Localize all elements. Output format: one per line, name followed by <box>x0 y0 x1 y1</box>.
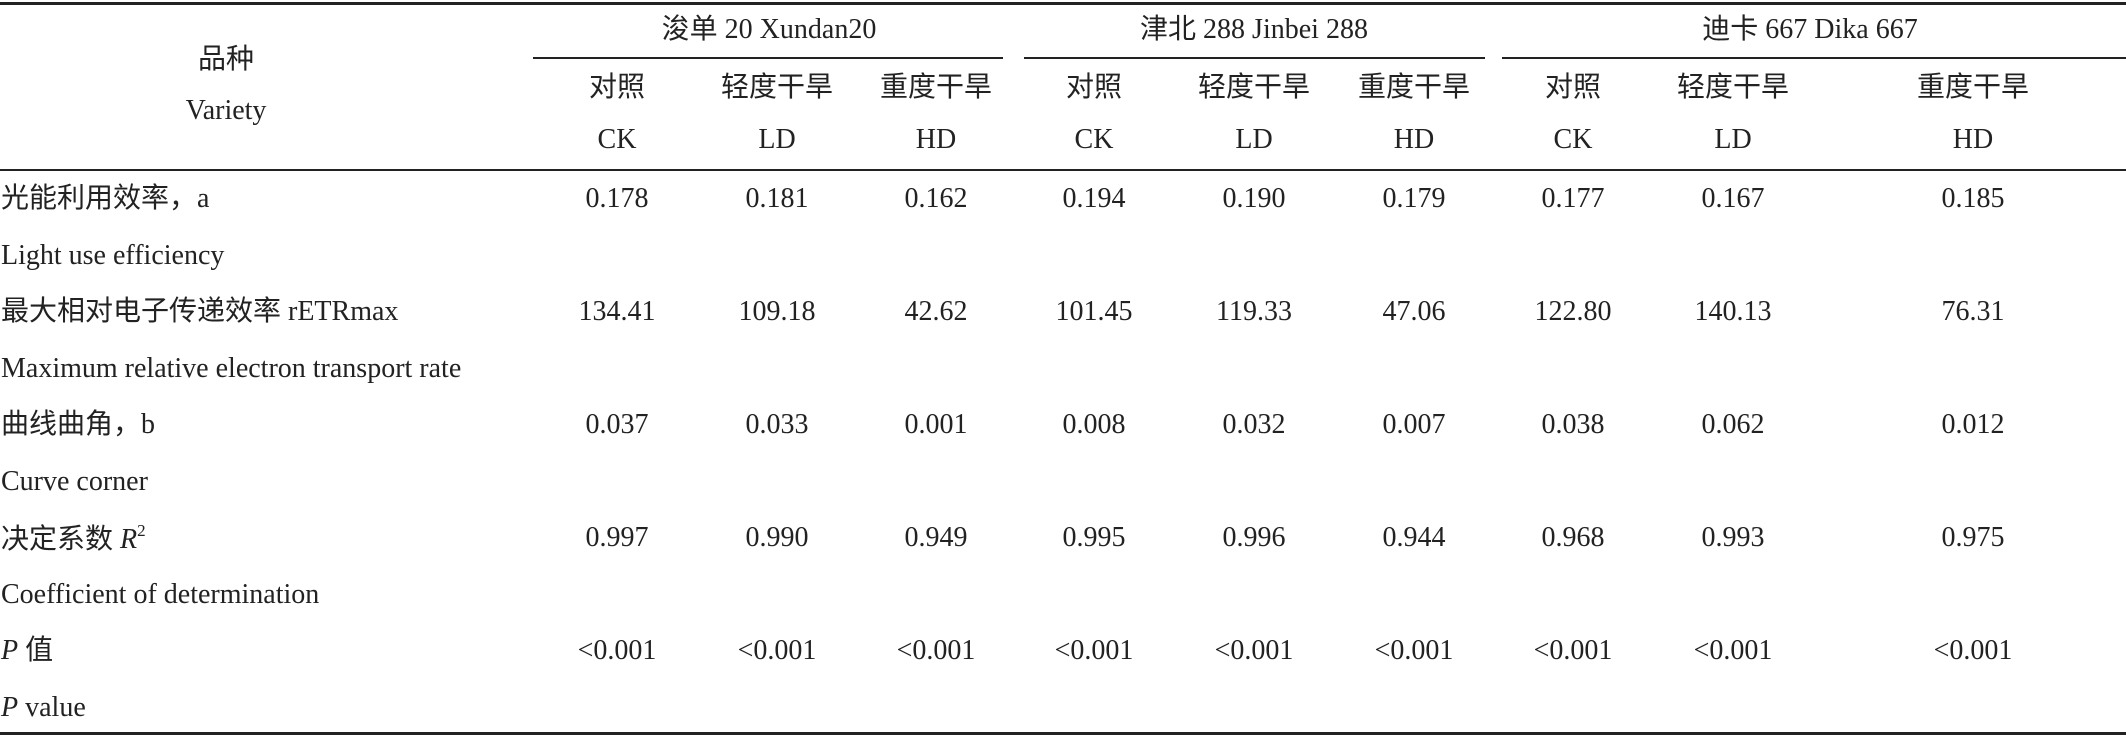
variety-header-zh: 品种 <box>197 44 255 75</box>
cell-value: 0.179 <box>1382 183 1446 214</box>
cell-value: <0.001 <box>577 635 657 666</box>
group-header: 迪卡 667 Dika 667 <box>1702 14 1918 45</box>
subheader-zh: 重度干旱 <box>1357 72 1471 103</box>
subheader-zh: 重度干旱 <box>879 72 993 103</box>
subheader-en: HD <box>915 124 957 155</box>
cell-value: 0.968 <box>1541 522 1605 553</box>
cell-value: 0.949 <box>904 522 968 553</box>
cell-value: 0.995 <box>1062 522 1126 553</box>
subheader-en: CK <box>597 124 637 155</box>
cell-value: <0.001 <box>1214 635 1294 666</box>
label-part: P <box>1 635 19 666</box>
cell-value: 0.008 <box>1062 409 1126 440</box>
row-label-en: Coefficient of determination <box>1 581 319 609</box>
cell-value: 0.178 <box>585 183 649 214</box>
subheader-zh: 对照 <box>1065 72 1123 103</box>
cell-value: 0.185 <box>1941 183 2005 214</box>
subheader-en: CK <box>1074 124 1114 155</box>
label-part: R <box>120 524 138 555</box>
cell-value: 0.033 <box>745 409 809 440</box>
cell-value: <0.001 <box>896 635 976 666</box>
cell-value: 140.13 <box>1694 296 1772 327</box>
cell-value: 0.990 <box>745 522 809 553</box>
subheader-en: LD <box>1714 124 1752 155</box>
cell-value: <0.001 <box>1933 635 2013 666</box>
cell-value: 122.80 <box>1534 296 1612 327</box>
label-part: value <box>18 692 86 723</box>
cell-value: 47.06 <box>1382 296 1446 327</box>
cell-value: 109.18 <box>738 296 816 327</box>
row-label-zh: 光能利用效率，a <box>1 185 209 213</box>
cell-value: 134.41 <box>578 296 656 327</box>
cell-value: <0.001 <box>1533 635 1613 666</box>
cell-value: 101.45 <box>1055 296 1133 327</box>
subheader-en: LD <box>758 124 796 155</box>
subheader-zh: 轻度干旱 <box>1676 72 1790 103</box>
row-label-zh: 最大相对电子传递效率 rETRmax <box>1 298 398 326</box>
cell-value: 0.037 <box>585 409 649 440</box>
cell-value: 0.177 <box>1541 183 1605 214</box>
label-part: 值 <box>18 635 54 666</box>
subheader-zh: 对照 <box>1544 72 1602 103</box>
label-part: 最大相对电子传递效率 rETRmax <box>1 296 399 327</box>
cell-value: <0.001 <box>1693 635 1773 666</box>
group-rule <box>1024 57 1485 59</box>
cell-value: 0.162 <box>904 183 968 214</box>
cell-value: 0.167 <box>1701 183 1765 214</box>
subheader-zh: 重度干旱 <box>1916 72 2030 103</box>
row-label-zh: 决定系数 R2 <box>1 522 146 554</box>
row-label-zh: 曲线曲角，b <box>1 411 155 439</box>
label-part: 曲线曲角，b <box>1 409 156 440</box>
row-label-en: Curve corner <box>1 468 148 496</box>
cell-value: 0.007 <box>1382 409 1446 440</box>
cell-value: 0.975 <box>1941 522 2005 553</box>
cell-value: 0.944 <box>1382 522 1446 553</box>
cell-value: 119.33 <box>1216 296 1292 327</box>
variety-header-en: Variety <box>185 95 267 126</box>
subheader-zh: 对照 <box>588 72 646 103</box>
cell-value: 0.997 <box>585 522 649 553</box>
label-part: P <box>1 692 19 723</box>
cell-value: <0.001 <box>1374 635 1454 666</box>
cell-value: 0.181 <box>745 183 809 214</box>
group-rule <box>533 57 1003 59</box>
label-part: 光能利用效率，a <box>1 183 210 214</box>
cell-value: 0.194 <box>1062 183 1126 214</box>
cell-value: <0.001 <box>737 635 817 666</box>
top-rule <box>0 2 2126 5</box>
row-label-en: Maximum relative electron transport rate <box>1 355 461 383</box>
cell-value: 0.062 <box>1701 409 1765 440</box>
label-part: Light use efficiency <box>1 240 225 271</box>
cell-value: 0.032 <box>1222 409 1286 440</box>
header-rule <box>0 169 2126 171</box>
cell-value: 0.190 <box>1222 183 1286 214</box>
subheader-zh: 轻度干旱 <box>1197 72 1311 103</box>
row-label-en: Light use efficiency <box>1 242 224 270</box>
row-label-zh: P 值 <box>1 637 53 665</box>
cell-value: 0.012 <box>1941 409 2005 440</box>
label-part: Curve corner <box>1 466 148 497</box>
subheader-en: HD <box>1952 124 1994 155</box>
group-rule <box>1502 57 2126 59</box>
subheader-en: CK <box>1553 124 1593 155</box>
label-part: 2 <box>137 521 146 540</box>
group-header: 浚单 20 Xundan20 <box>661 14 877 45</box>
cell-value: 42.62 <box>904 296 968 327</box>
label-part: Coefficient of determination <box>1 579 320 610</box>
bottom-rule <box>0 732 2126 735</box>
cell-value: 0.993 <box>1701 522 1765 553</box>
subheader-en: LD <box>1235 124 1273 155</box>
group-header: 津北 288 Jinbei 288 <box>1140 14 1368 45</box>
label-part: 决定系数 <box>1 524 121 555</box>
cell-value: 0.001 <box>904 409 968 440</box>
cell-value: 76.31 <box>1941 296 2005 327</box>
cell-value: 0.996 <box>1222 522 1286 553</box>
label-part: Maximum relative electron transport rate <box>1 353 462 384</box>
subheader-zh: 轻度干旱 <box>720 72 834 103</box>
cell-value: <0.001 <box>1054 635 1134 666</box>
row-label-en: P value <box>1 694 86 722</box>
cell-value: 0.038 <box>1541 409 1605 440</box>
subheader-en: HD <box>1393 124 1435 155</box>
